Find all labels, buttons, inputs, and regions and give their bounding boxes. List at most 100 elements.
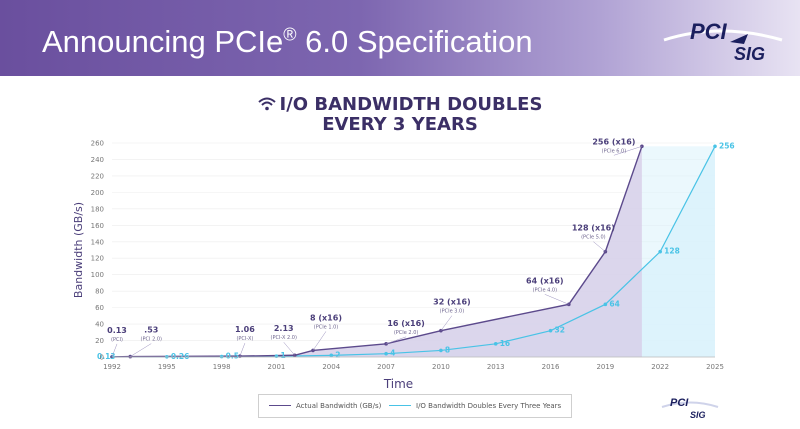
label-doubling: 1: [280, 351, 285, 360]
headline-line2: EVERY 3 YEARS: [322, 114, 478, 135]
x-tick-label: 2004: [322, 363, 340, 371]
point-doubling: [713, 144, 717, 149]
label-layer: 0.13 0.26 0.5 1 2 4 8 16 32 64 128 256 0.13 (PCI) .53 (…: [97, 137, 735, 361]
label-actual-generation: (PCIe 2.0): [394, 330, 419, 336]
label-doubling: 16: [500, 339, 510, 348]
logo-top-sig: SIG: [734, 44, 765, 64]
legend-label-actual: Actual Bandwidth (GB/s): [296, 402, 382, 410]
leader-line: [440, 315, 453, 331]
point-doubling: [603, 302, 608, 307]
leader-line: [544, 294, 569, 305]
point-doubling: [329, 353, 334, 358]
label-doubling: 8: [445, 345, 450, 354]
y-tick-label: 240: [91, 156, 104, 164]
y-tick-label: 80: [95, 288, 104, 296]
area-layer: [112, 146, 715, 357]
label-actual: 1.06: [235, 325, 255, 334]
label-actual: 0.13: [107, 326, 127, 335]
point-doubling: [548, 328, 553, 333]
x-tick-label: 2025: [706, 363, 724, 371]
legend: Actual Bandwidth (GB/s) I/O Bandwidth Do…: [258, 394, 572, 418]
label-actual: .53: [144, 326, 158, 335]
y-tick-label: 60: [95, 304, 104, 312]
headline-line1: I/O BANDWIDTH DOUBLES: [279, 94, 543, 115]
label-doubling: 64: [609, 299, 619, 308]
legend-item-actual: Actual Bandwidth (GB/s): [269, 402, 381, 410]
leader-line: [283, 342, 295, 356]
label-actual: 64 (x16): [526, 276, 564, 285]
title-banner: Announcing PCIe® 6.0 Specification PCI S…: [0, 0, 800, 76]
label-actual: 32 (x16): [433, 298, 471, 307]
leader-line: [111, 343, 118, 357]
x-axis-title: Time: [383, 377, 413, 391]
label-actual: 256 (x16): [592, 137, 635, 146]
y-tick-label: 200: [91, 189, 104, 197]
slide-title-main: Announcing PCIe: [42, 24, 284, 59]
legend-label-doubling: I/O Bandwidth Doubles Every Three Years: [416, 402, 562, 410]
label-actual-generation: (PCIe 3.0): [440, 309, 465, 315]
x-tick-label: 2010: [432, 363, 450, 371]
point-actual: [439, 328, 443, 333]
pci-sig-logo: PCI SIG: [663, 19, 783, 64]
y-tick-label: 160: [91, 222, 104, 230]
label-doubling: 32: [555, 326, 565, 335]
y-tick-label: 0: [100, 354, 104, 362]
pci-sig-logo-small: PCI SIG: [661, 397, 719, 420]
y-tick-label: 100: [91, 271, 104, 279]
y-tick-label: 220: [91, 172, 104, 180]
leader-line: [593, 241, 606, 252]
label-doubling: 256: [719, 141, 735, 150]
x-tick-label: 2013: [487, 363, 505, 371]
leader-line: [386, 336, 407, 345]
area-actual: [112, 146, 642, 357]
leader-line: [239, 343, 246, 357]
y-tick-label: 180: [91, 205, 104, 213]
label-doubling: 2: [335, 350, 340, 359]
label-actual: 2.13: [274, 324, 294, 333]
label-doubling: 0.5: [226, 352, 239, 361]
leader-line: [130, 343, 152, 357]
legend-swatch-doubling: [389, 405, 411, 406]
label-doubling: 4: [390, 349, 395, 358]
point-doubling: [439, 348, 443, 353]
label-actual-generation: (PCIe 5.0): [581, 235, 606, 241]
y-axis-title: Bandwidth (GB/s): [72, 202, 85, 298]
registered-mark: ®: [283, 24, 297, 45]
point-doubling: [219, 354, 224, 359]
x-tick-label: 2016: [542, 363, 560, 371]
leader-line: [613, 146, 642, 156]
logo-top-pci: PCI: [690, 19, 728, 44]
slide-title: Announcing PCIe® 6.0 Specification: [42, 24, 533, 60]
y-tick-label: 140: [91, 238, 104, 246]
axis-layer: 0 20 40 60 80 100 120 140 160 180 200 220 240 260 1992…: [72, 140, 724, 392]
label-doubling: 0.13: [97, 352, 116, 361]
y-tick-label: 40: [95, 321, 104, 329]
x-tick-label: 2022: [651, 363, 669, 371]
x-tick-label: 2001: [268, 363, 286, 371]
label-actual-generation: (PCI 2.0): [141, 337, 162, 343]
label-actual-generation: (PCI-X 2.0): [271, 335, 297, 341]
label-actual-generation: (PCIe 4.0): [533, 287, 558, 293]
chart-headline: I/O BANDWIDTH DOUBLES EVERY 3 YEARS: [250, 95, 550, 135]
label-actual: 8 (x16): [310, 313, 342, 322]
label-actual-generation: (PCIe 1.0): [314, 324, 339, 330]
legend-item-doubling: I/O Bandwidth Doubles Every Three Years: [389, 402, 561, 410]
label-actual-generation: (PCIe 6.0): [602, 148, 627, 154]
label-actual-generation: (PCI-X): [236, 336, 253, 342]
logo-bottom-pci: PCI: [670, 397, 689, 409]
point-doubling: [658, 249, 662, 254]
x-tick-label: 1995: [158, 363, 176, 371]
point-actual: [311, 348, 315, 353]
legend-swatch-actual: [269, 405, 291, 406]
point-actual: [567, 302, 571, 307]
future-band: [641, 146, 715, 357]
x-tick-label: 1998: [213, 363, 231, 371]
x-tick-label: 2019: [596, 363, 614, 371]
point-doubling: [384, 351, 388, 356]
y-tick-label: 20: [95, 337, 104, 345]
y-tick-label: 120: [91, 255, 104, 263]
x-tick-label: 1992: [103, 363, 121, 371]
point-doubling: [274, 354, 279, 358]
label-actual: 128 (x16): [572, 224, 615, 233]
